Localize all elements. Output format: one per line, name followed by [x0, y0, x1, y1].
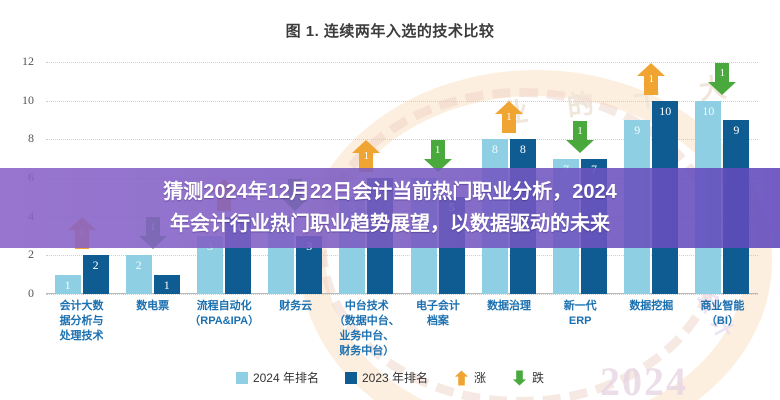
gridline: [46, 255, 758, 257]
legend-label-2024: 2024 年排名: [252, 371, 319, 385]
overlay-text-block: 猜测2024年12月22日会计当前热门职业分析，2024 年会计行业热门职业趋势…: [0, 168, 780, 248]
chart-title: 图 1. 连续两年入选的技术比较: [285, 23, 495, 40]
x-axis-category-label: 数据挖掘: [616, 299, 687, 365]
change-arrow-up-icon: 1: [494, 100, 524, 134]
bar-value-label: 8: [491, 142, 498, 157]
x-axis-category-label: 数据治理: [474, 299, 545, 365]
category-label-line: 财务中台）: [339, 345, 395, 357]
bar-value-label: 10: [659, 103, 672, 118]
x-axis-category-label: 商业智能 （BI）: [687, 299, 758, 365]
x-axis-category-label: 财务云: [260, 299, 331, 365]
category-label-line: 数电票: [136, 300, 170, 312]
x-axis-line: [46, 293, 758, 294]
arrow-up-icon: [454, 369, 469, 386]
category-label-line: 数据挖掘: [629, 300, 674, 312]
bar-value-label: 8: [519, 142, 526, 157]
legend-label-up: 涨: [474, 371, 487, 385]
legend-swatch-2024-icon: [235, 371, 248, 384]
bar-2023: 1: [153, 274, 180, 294]
change-arrow-value: 1: [719, 66, 726, 79]
category-label-line: 新一代: [563, 300, 597, 312]
x-axis-category-label: 数电票: [117, 299, 188, 365]
category-label-line: （数据中台、: [333, 315, 400, 327]
x-axis-category-labels: 会计大数据分析与处理技术 数电票 流程自动化 （RPA&IPA） 财务云 中台技术 （数据中…: [46, 299, 758, 365]
legend-item-2024: 2024 年排名: [235, 369, 319, 386]
bar-value-label: 1: [163, 277, 170, 292]
change-arrow-down-icon: 1: [707, 62, 737, 96]
change-arrow-value: 1: [577, 124, 583, 137]
bar-value-label: 2: [135, 258, 142, 273]
y-axis-tick-label: 10: [22, 92, 34, 107]
legend-label-down: 跌: [532, 371, 545, 385]
bar-value-label: 1: [64, 277, 71, 292]
bar-2023: 2: [82, 255, 109, 294]
bar-value-label: 9: [634, 123, 641, 137]
change-arrow-down-icon: 1: [423, 139, 453, 173]
category-label-line: 流程自动化: [196, 300, 252, 312]
x-axis-category-label: 会计大数据分析与处理技术: [46, 299, 117, 365]
category-label-line: 业务中台、: [339, 330, 395, 342]
y-axis-tick-label: 12: [22, 54, 34, 68]
category-label-line: （RPA&IPA）: [189, 315, 260, 327]
bar-group: 8 8 1: [473, 62, 544, 294]
y-axis-tick-label: 8: [28, 131, 34, 146]
change-arrow-up-icon: 1: [636, 62, 666, 96]
category-label-line: 电子会计: [415, 300, 460, 312]
legend-item-2023: 2023 年排名: [344, 369, 429, 386]
category-label-line: ERP: [568, 315, 592, 327]
category-label-line: 据分析与: [59, 315, 104, 327]
change-arrow-value: 1: [506, 111, 512, 124]
y-axis-tick-label: 2: [28, 247, 34, 262]
chart-legend: 2024 年排名 2023 年排名 涨 跌: [0, 369, 780, 386]
bar-2024: 1: [54, 274, 81, 294]
bar-value-label: 10: [702, 103, 715, 118]
bar-value-label: 9: [733, 123, 740, 137]
legend-swatch-2023-icon: [344, 371, 357, 384]
arrow-down-icon: [512, 369, 527, 386]
overlay-line-1: 猜测2024年12月22日会计当前热门职业分析，2024: [163, 181, 617, 203]
legend-item-down: 跌: [512, 369, 544, 386]
category-label-line: 档案: [426, 315, 449, 327]
legend-item-up: 涨: [454, 369, 486, 386]
category-label-line: （BI）: [705, 315, 739, 327]
gridline: [46, 62, 758, 63]
change-arrow-value: 1: [648, 72, 654, 85]
category-label-line: 商业智能: [700, 300, 745, 312]
change-arrow-up-icon: 1: [351, 139, 381, 173]
change-arrow-value: 1: [363, 150, 370, 162]
legend-label-2023: 2023 年排名: [361, 371, 429, 385]
change-arrow-down-icon: 1: [565, 120, 595, 154]
category-label-line: 数据治理: [487, 300, 532, 312]
gridline: [46, 139, 758, 141]
x-axis-category-label: 流程自动化 （RPA&IPA）: [188, 299, 260, 365]
x-axis-category-label: 新一代 ERP: [545, 299, 616, 365]
bar-value-label: 2: [92, 258, 99, 273]
gridline: [46, 294, 758, 295]
category-label-line: 财务云: [279, 300, 313, 312]
bar-2024: 2: [125, 255, 152, 294]
change-arrow-value: 1: [434, 144, 441, 156]
overlay-line-2: 年会计行业热门职业趋势展望，以数据驱动的未来: [170, 213, 610, 235]
gridline: [46, 100, 758, 102]
y-axis-tick-label: 0: [28, 286, 34, 300]
x-axis-category-label: 中台技术 （数据中台、 业务中台、财务中台）: [331, 299, 402, 365]
category-label-line: 会计大数: [59, 300, 104, 312]
title-overlay-banner: [0, 168, 780, 248]
category-label-line: 处理技术: [59, 330, 104, 342]
x-axis-category-label: 电子会计 档案: [402, 299, 473, 365]
category-label-line: 中台技术: [344, 300, 389, 312]
